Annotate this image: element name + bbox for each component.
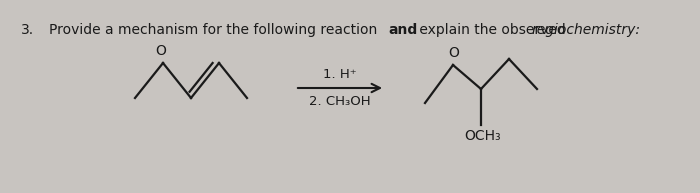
Text: regiochemistry:: regiochemistry: xyxy=(532,23,641,37)
Text: 3.: 3. xyxy=(21,23,34,37)
Text: O: O xyxy=(449,46,459,60)
Text: OCH₃: OCH₃ xyxy=(465,129,501,143)
Text: and: and xyxy=(389,23,418,37)
Text: Provide a mechanism for the following reaction: Provide a mechanism for the following re… xyxy=(49,23,382,37)
Text: 1. H⁺: 1. H⁺ xyxy=(323,68,357,81)
Text: 2. CH₃OH: 2. CH₃OH xyxy=(309,95,371,108)
Text: explain the observed: explain the observed xyxy=(415,23,570,37)
Text: O: O xyxy=(155,44,167,58)
